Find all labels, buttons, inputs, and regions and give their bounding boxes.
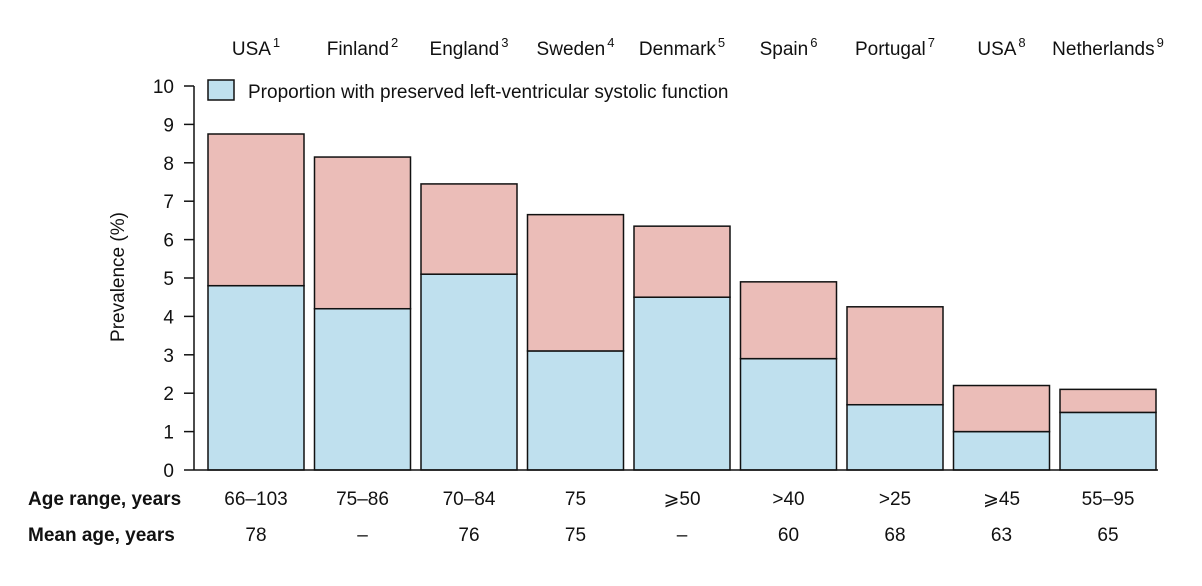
y-tick-label: 8: [163, 154, 174, 175]
bar-remaining-segment: [739, 281, 838, 360]
bar-remaining-segment: [952, 384, 1051, 433]
y-tick-label: 3: [163, 346, 174, 367]
country-label: Finland 2: [327, 35, 399, 60]
y-axis: 0 1 2 3 4 5 6 7 8 9 10: [153, 77, 1158, 482]
bar-remaining-segment: [1059, 388, 1157, 414]
age-range-value: ⩾50: [663, 489, 700, 510]
country-label: USA 1: [232, 35, 280, 60]
bar-remaining-segment: [526, 213, 625, 352]
age-range-value: ⩾45: [983, 489, 1020, 510]
mean-age-value: 75: [565, 525, 586, 546]
y-tick-label: 0: [163, 461, 174, 482]
bar-preserved-segment: [526, 350, 625, 471]
legend: Proportion with preserved left-ventricul…: [207, 79, 728, 103]
bar-preserved-segment: [952, 430, 1051, 471]
bar-preserved-segment: [633, 296, 731, 471]
age-range-value: 66–103: [224, 489, 287, 510]
age-range-value: 70–84: [443, 489, 496, 510]
y-tick-label: 10: [153, 77, 174, 98]
y-tick-label: 6: [163, 231, 174, 252]
y-tick-label: 9: [163, 115, 174, 136]
y-tick-label: 2: [163, 384, 174, 405]
country-label: Netherlands 9: [1052, 35, 1164, 60]
y-tick-label: 7: [163, 192, 174, 213]
bar-preserved-segment: [207, 284, 305, 471]
bar-remaining-segment: [633, 225, 731, 298]
country-label: Denmark 5: [639, 35, 725, 60]
mean-age-value: 78: [245, 525, 266, 546]
bar-preserved-segment: [1059, 411, 1157, 471]
age-range-value: 75–86: [336, 489, 389, 510]
age-range-value: >25: [879, 489, 911, 510]
country-label: England 3: [430, 35, 509, 60]
age-range-header: Age range, years: [28, 489, 181, 510]
age-range-value: 75: [565, 489, 586, 510]
y-axis-title: Prevalence (%): [108, 212, 129, 342]
bar-preserved-segment: [420, 273, 518, 471]
y-tick-label: 4: [163, 307, 174, 328]
country-label: Spain 6: [760, 35, 818, 60]
mean-age-value: 60: [778, 525, 799, 546]
mean-age-value: –: [357, 525, 368, 546]
mean-age-value: 76: [458, 525, 479, 546]
age-range-value: 55–95: [1082, 489, 1135, 510]
bars-group: [207, 133, 1157, 471]
country-labels: USA 1 Finland 2 England 3 Sweden 4 Denmark 5 Spain…: [232, 35, 1164, 60]
mean-age-value: 63: [991, 525, 1012, 546]
bar-remaining-segment: [313, 156, 412, 310]
mean-age-value: 65: [1097, 525, 1118, 546]
bar-remaining-segment: [207, 133, 305, 287]
bar-remaining-segment: [846, 306, 944, 406]
y-tick-label: 1: [163, 423, 174, 444]
country-label: USA 8: [977, 35, 1025, 60]
bar-preserved-segment: [846, 403, 944, 471]
legend-label: Proportion with preserved left-ventricul…: [248, 82, 728, 103]
bar-preserved-segment: [739, 357, 838, 471]
y-tick-label: 5: [163, 269, 174, 290]
mean-age-value: –: [677, 525, 688, 546]
data-table: Age range, years Mean age, years 66–103 7…: [28, 489, 1134, 546]
mean-age-header: Mean age, years: [28, 525, 175, 546]
age-range-value: >40: [772, 489, 804, 510]
bar-remaining-segment: [420, 183, 518, 275]
bar-preserved-segment: [313, 307, 412, 471]
country-label: Portugal 7: [855, 35, 935, 60]
country-label: Sweden 4: [537, 35, 615, 60]
legend-swatch: [207, 79, 235, 101]
mean-age-value: 68: [884, 525, 905, 546]
